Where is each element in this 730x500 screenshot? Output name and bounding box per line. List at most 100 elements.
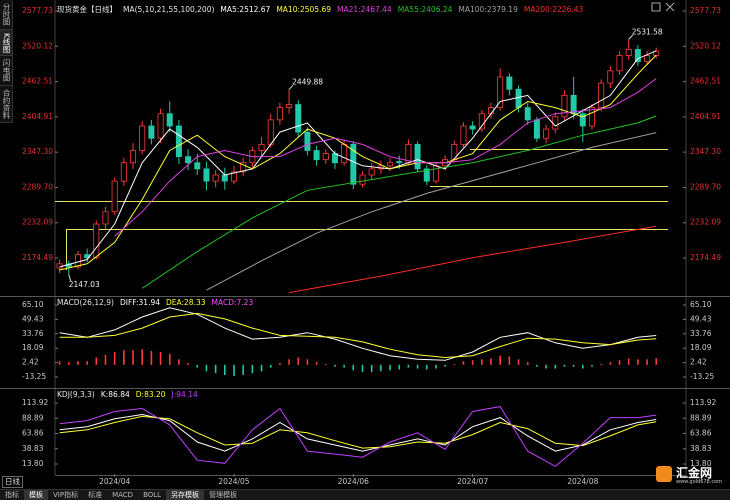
y-tick-label: 65.10 bbox=[690, 300, 712, 309]
y-tick-label: 49.43 bbox=[22, 314, 44, 323]
y-tick-label: 63.86 bbox=[22, 429, 44, 438]
sidebar-tab[interactable]: K线图 bbox=[0, 29, 12, 57]
close-button[interactable] bbox=[665, 2, 675, 12]
candle-body bbox=[515, 88, 522, 109]
candle-body bbox=[93, 223, 100, 259]
y-tick-label: 63.86 bbox=[690, 429, 712, 438]
toolbar-tab[interactable]: 标准 bbox=[88, 491, 103, 499]
legend-entry: D:83.20 bbox=[136, 390, 166, 399]
x-tick-label: 2024/06 bbox=[338, 477, 369, 486]
indicator-line bbox=[59, 413, 657, 452]
y-tick-label: 88.89 bbox=[22, 413, 44, 422]
toolbar-tab[interactable]: 另存模板 bbox=[166, 490, 205, 500]
y-tick-label: 18.09 bbox=[690, 343, 712, 352]
legend-entry: MA200:2226.43 bbox=[524, 5, 584, 14]
indicator-line bbox=[59, 415, 657, 449]
y-tick-label: 2520.12 bbox=[690, 41, 721, 50]
y-tick-label: 2347.30 bbox=[22, 147, 53, 156]
sidebar: 分时图 K线图 闪电图 合约资料 bbox=[0, 0, 13, 123]
chart: 2174.49 2174.49 2232.09 2232.09 2289.70 2289.… bbox=[0, 0, 730, 488]
candle-body bbox=[230, 171, 237, 182]
site: www.gold678.com bbox=[676, 479, 723, 485]
y-tick-label: 2.42 bbox=[690, 358, 707, 367]
candle-body bbox=[157, 113, 164, 139]
candle-body bbox=[359, 174, 366, 185]
y-tick-label: 13.80 bbox=[22, 459, 44, 468]
panel-title: MACD(26,12,9) bbox=[57, 298, 114, 307]
candle-body bbox=[460, 125, 467, 145]
annotation-pointer bbox=[68, 274, 72, 282]
x-tick-label: 2024/07 bbox=[457, 477, 488, 486]
y-tick-label: 65.10 bbox=[22, 300, 44, 309]
candle-body bbox=[469, 125, 476, 130]
toolbar-tab[interactable]: VIP指标 bbox=[53, 491, 79, 499]
toolbar-tab[interactable]: 模板 bbox=[24, 490, 48, 500]
y-tick-label: 33.76 bbox=[690, 329, 712, 338]
y-tick-label: 38.83 bbox=[690, 444, 712, 453]
legend-entry: MA100:2379.19 bbox=[458, 5, 518, 14]
indicator-line bbox=[289, 225, 657, 294]
y-tick-label: 2289.70 bbox=[690, 182, 721, 191]
indicator-line bbox=[59, 307, 657, 361]
panel-subtitle: MA(5,10,21,55,100,200) bbox=[123, 5, 214, 14]
window-button[interactable] bbox=[651, 2, 661, 12]
y-tick-label: -13.25 bbox=[22, 372, 46, 381]
sidebar-tab[interactable]: 闪电图 bbox=[0, 56, 12, 86]
logo-icon bbox=[656, 466, 672, 482]
toolbar-tab[interactable]: 管理模板 bbox=[209, 491, 238, 499]
legend-entry: DEA:28.33 bbox=[166, 298, 206, 307]
panel-title: KDJ(9,3,3) bbox=[57, 390, 95, 399]
candle-body bbox=[166, 113, 173, 127]
x-tick-label: 2024/05 bbox=[218, 477, 249, 486]
y-tick-label: 2289.70 bbox=[22, 182, 53, 191]
candle-body bbox=[221, 174, 228, 182]
brand: 汇金网 bbox=[676, 466, 713, 480]
sidebar-tab[interactable]: 分时图 bbox=[0, 0, 12, 30]
indicator-line bbox=[141, 115, 657, 289]
candle-body bbox=[322, 153, 329, 161]
candle-body bbox=[588, 107, 595, 127]
toolbar-tab[interactable]: MACD bbox=[112, 491, 134, 499]
legend-entry: MA21:2467.44 bbox=[337, 5, 392, 14]
legend-entry: J:94.14 bbox=[171, 390, 198, 399]
candle-body bbox=[625, 49, 632, 56]
candle-body bbox=[341, 143, 348, 164]
legend-entry: MA5:2512.67 bbox=[220, 5, 270, 14]
legend-entry: MACD:7.23 bbox=[212, 298, 254, 307]
sidebar-tab[interactable]: 合约资料 bbox=[0, 86, 12, 123]
y-tick-label: -13.25 bbox=[690, 372, 714, 381]
y-tick-label: 2347.30 bbox=[690, 147, 721, 156]
candle-body bbox=[570, 94, 577, 115]
candle-body bbox=[212, 174, 219, 182]
indicator-line bbox=[59, 312, 657, 359]
candle-body bbox=[267, 119, 274, 145]
price-annotation: 2147.03 bbox=[69, 280, 100, 289]
y-tick-label: 2520.12 bbox=[22, 41, 53, 50]
toolbar-tab[interactable]: 指标 bbox=[5, 491, 19, 499]
candle-body bbox=[175, 125, 182, 158]
candle-body bbox=[616, 55, 623, 72]
candle-body bbox=[331, 153, 338, 164]
toolbar-tab[interactable]: BOLL bbox=[143, 491, 162, 499]
candle-body bbox=[552, 116, 559, 130]
price-annotation: 2449.88 bbox=[292, 77, 323, 86]
y-tick-label: 49.43 bbox=[690, 314, 712, 323]
y-tick-label: 2462.51 bbox=[690, 77, 721, 86]
y-tick-label: 88.89 bbox=[690, 413, 712, 422]
indicator-line bbox=[59, 54, 657, 271]
candle-body bbox=[304, 131, 311, 151]
x-tick-label: 2024/04 bbox=[99, 477, 130, 486]
background bbox=[0, 0, 730, 488]
period-button[interactable]: 日线 bbox=[2, 476, 23, 488]
candle-body bbox=[139, 125, 146, 151]
candle-body bbox=[130, 150, 137, 164]
indicator-line bbox=[114, 78, 657, 237]
candle-body bbox=[423, 168, 430, 182]
indicator-line bbox=[206, 132, 657, 291]
candle-body bbox=[313, 150, 320, 161]
y-tick-label: 18.09 bbox=[22, 343, 44, 352]
y-tick-label: 2174.49 bbox=[690, 253, 721, 262]
y-tick-label: 2577.73 bbox=[690, 6, 721, 15]
legend-entry: MA10:2505.69 bbox=[276, 5, 331, 14]
y-tick-label: 33.76 bbox=[22, 329, 44, 338]
